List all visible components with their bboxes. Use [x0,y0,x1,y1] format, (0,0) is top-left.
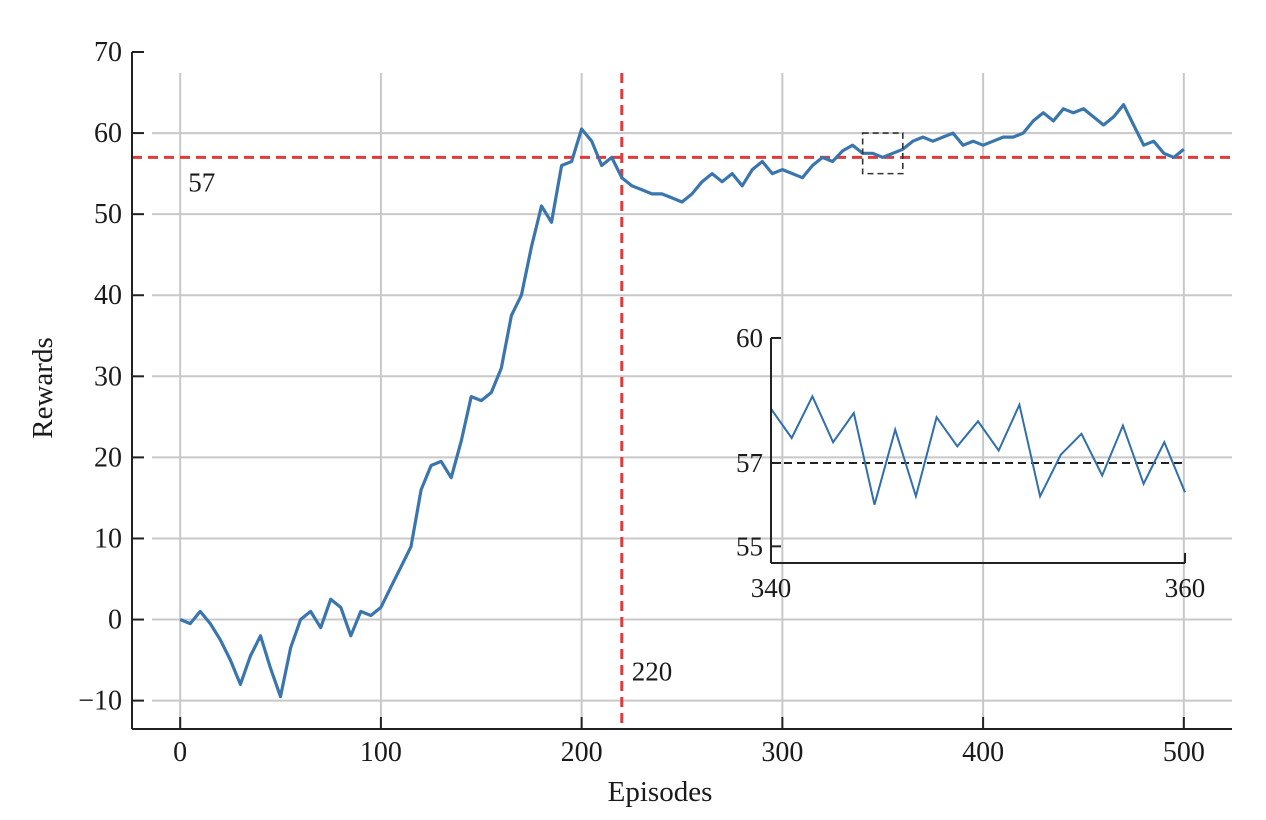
y-tick-label: 60 [94,118,122,149]
hline-label: 57 [188,167,215,197]
inset-line [770,393,1186,505]
x-axis-label: Episodes [608,776,713,808]
inset-ticks: 55 57 60 340 360 [736,323,1205,603]
inset-y-tick-label: 60 [736,323,763,353]
x-tick-label: 300 [761,737,803,768]
main-annotations: 57 220 [188,167,672,686]
main-axes [131,52,1232,730]
y-axis-label: Rewards [27,337,59,438]
inset-chart: 55 57 60 340 360 [736,323,1205,603]
rewards-line [179,103,1185,699]
y-tick-label: 0 [108,605,122,636]
y-tick-label: 70 [94,37,122,68]
inset-y-tick-label: 57 [736,448,763,478]
y-tick-label: 30 [94,361,122,392]
vline-label: 220 [632,656,673,686]
main-series [179,103,1185,699]
x-tick-label: 100 [360,737,402,768]
highlight-rect [861,132,904,175]
main-ticks: −10 0 10 20 30 40 50 60 70 0 100 200 300 400 500 [78,37,1205,768]
y-tick-label: 20 [94,442,122,473]
main-grid [152,73,1232,729]
inset-x-tick-label: 340 [751,573,792,603]
x-tick-label: 0 [173,737,187,768]
inset-series [770,393,1186,505]
zoom-highlight-box [861,132,904,175]
x-tick-label: 200 [561,737,603,768]
x-tick-label: 400 [962,737,1004,768]
y-tick-label: 40 [94,280,122,311]
inset-y-tick-label: 55 [736,531,763,561]
y-tick-label: 50 [94,199,122,230]
inset-axes [770,338,1185,564]
y-tick-label: 10 [94,523,122,554]
main-reference-lines [132,73,1232,729]
y-tick-label: −10 [78,686,122,717]
inset-x-tick-label: 360 [1165,573,1206,603]
x-tick-label: 500 [1163,737,1205,768]
